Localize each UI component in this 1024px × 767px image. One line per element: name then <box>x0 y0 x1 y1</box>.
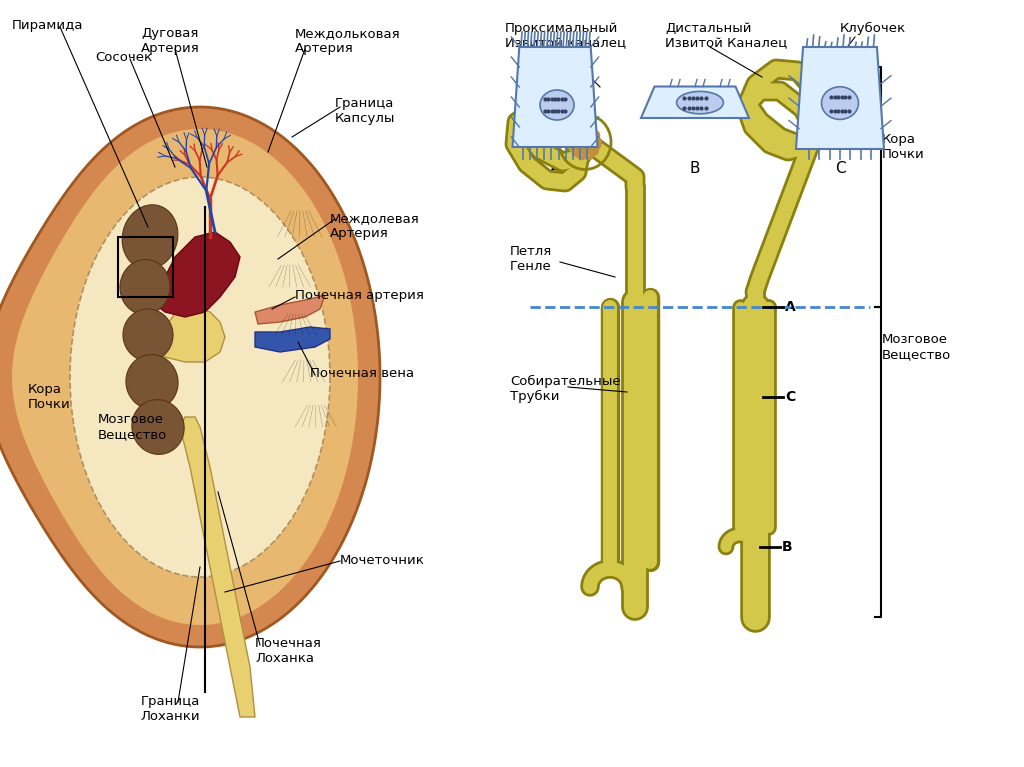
Text: Петля
Генле: Петля Генле <box>510 245 552 273</box>
Text: Кора
Почки: Кора Почки <box>882 133 925 161</box>
Polygon shape <box>123 309 173 361</box>
Text: Почечная артерия: Почечная артерия <box>295 289 424 302</box>
Ellipse shape <box>821 87 858 120</box>
Text: Почечная
Лоханка: Почечная Лоханка <box>255 637 322 665</box>
Text: Сосочек: Сосочек <box>95 51 153 64</box>
Text: Междолевая
Артерия: Междолевая Артерия <box>330 212 420 240</box>
Text: Дистальный
Извитой Каналец: Дистальный Извитой Каналец <box>665 22 787 50</box>
Polygon shape <box>0 107 380 647</box>
Polygon shape <box>126 354 178 410</box>
Text: B: B <box>782 540 793 554</box>
Text: C: C <box>835 161 846 176</box>
Text: Граница
Лоханки: Граница Лоханки <box>140 695 200 723</box>
Ellipse shape <box>677 91 723 114</box>
Text: Клубочек: Клубочек <box>840 22 906 35</box>
Text: A: A <box>785 300 796 314</box>
Ellipse shape <box>540 90 574 120</box>
Polygon shape <box>155 307 225 362</box>
Text: Пирамида: Пирамида <box>12 19 84 32</box>
Text: Мозговое
Вещество: Мозговое Вещество <box>882 333 951 361</box>
Polygon shape <box>12 129 358 625</box>
Polygon shape <box>132 400 184 454</box>
Text: A: A <box>550 161 560 176</box>
Text: C: C <box>785 390 796 404</box>
Text: Проксимальный
Извитой каналец: Проксимальный Извитой каналец <box>505 22 626 50</box>
Polygon shape <box>796 47 884 149</box>
Polygon shape <box>255 327 330 352</box>
Polygon shape <box>122 205 178 269</box>
Text: Граница
Капсулы: Граница Капсулы <box>335 97 395 125</box>
Text: В: В <box>690 161 700 176</box>
Polygon shape <box>120 259 170 314</box>
Text: Почечная вена: Почечная вена <box>310 367 414 380</box>
Text: Междольковая
Артерия: Междольковая Артерия <box>295 27 400 55</box>
Text: Мочеточник: Мочеточник <box>340 554 425 567</box>
Text: Кора
Почки: Кора Почки <box>28 383 71 411</box>
Polygon shape <box>512 47 597 147</box>
Polygon shape <box>641 87 749 118</box>
Text: Собирательные
Трубки: Собирательные Трубки <box>510 375 621 403</box>
Bar <box>118 237 173 297</box>
Polygon shape <box>180 417 255 717</box>
Text: Мозговое
Вещество: Мозговое Вещество <box>98 413 167 441</box>
Polygon shape <box>152 232 240 317</box>
Polygon shape <box>255 295 325 324</box>
Polygon shape <box>70 177 330 577</box>
Text: Дуговая
Артерия: Дуговая Артерия <box>140 27 200 55</box>
